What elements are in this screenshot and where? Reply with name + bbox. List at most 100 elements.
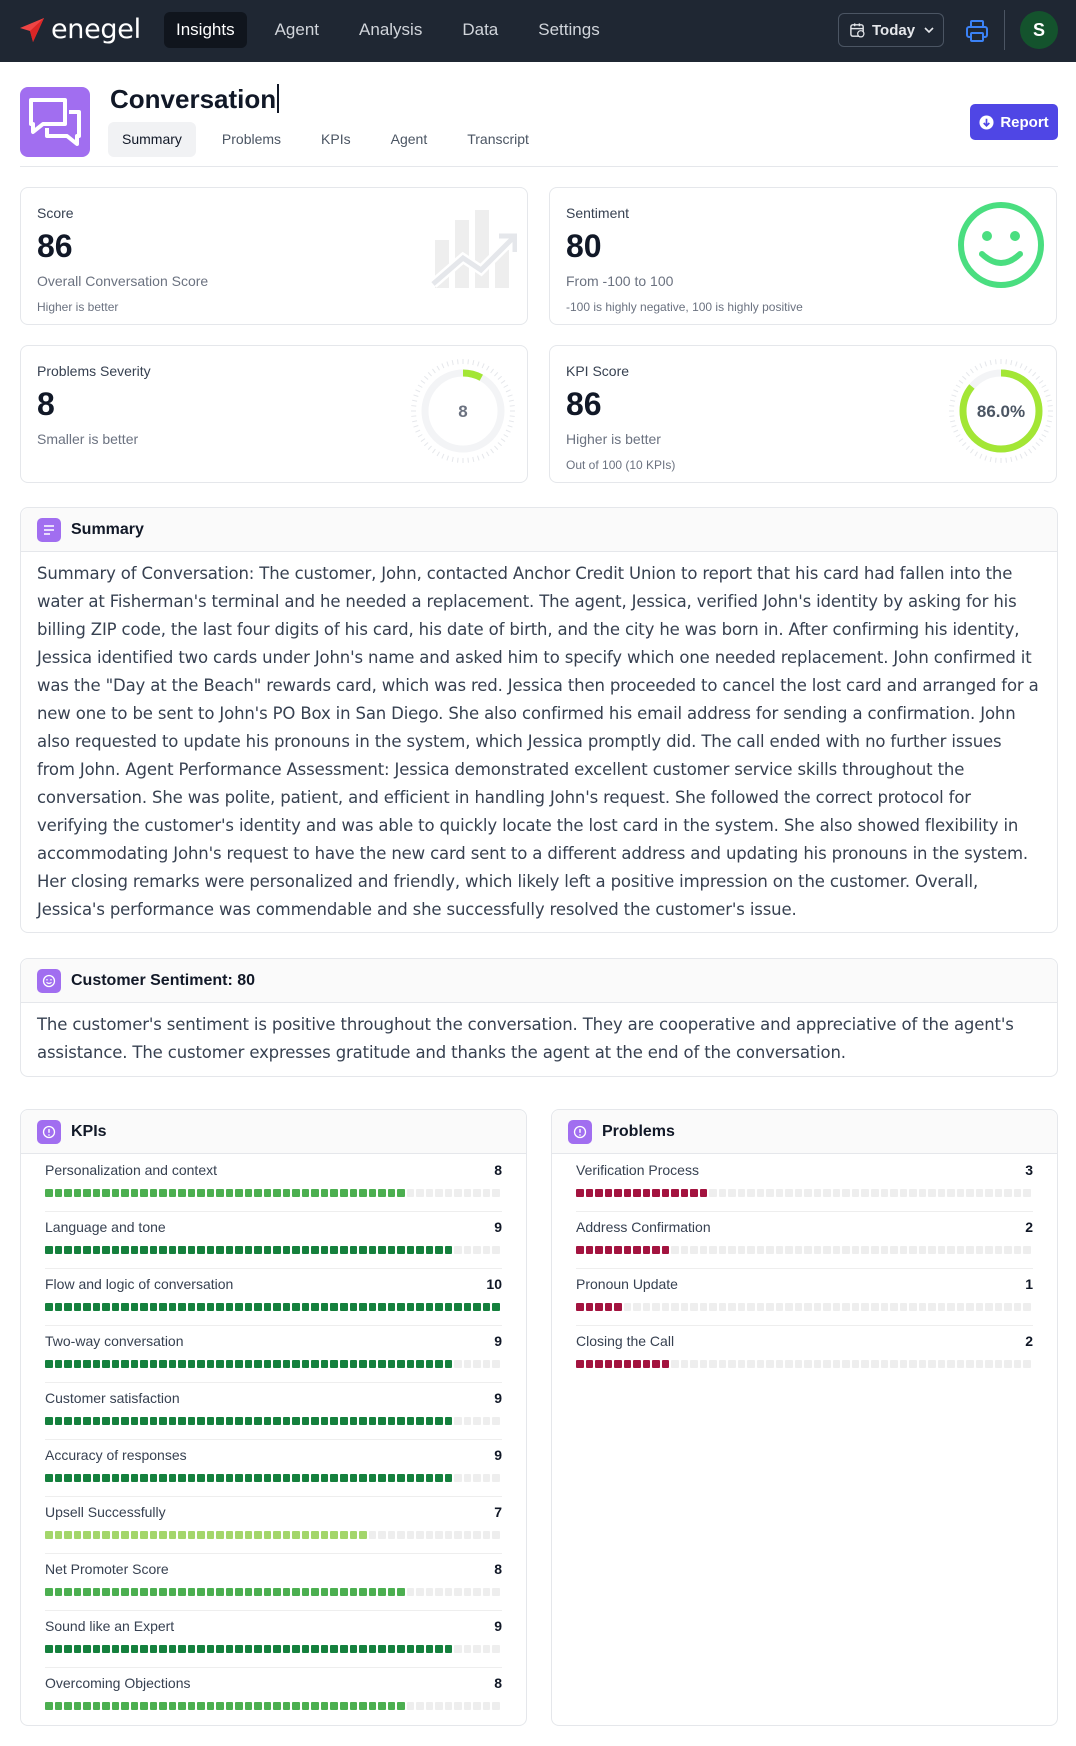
kpi-score-note: Out of 100 (10 KPIs)	[566, 458, 676, 472]
kpi-row: Net Promoter Score 8	[45, 1554, 502, 1611]
row-label: Flow and logic of conversation	[45, 1276, 234, 1292]
tab-summary[interactable]: Summary	[108, 122, 196, 157]
calendar-icon	[850, 22, 865, 38]
score-label: Score	[37, 205, 74, 221]
kpi-list: Personalization and context 8 Language and…	[21, 1154, 526, 1725]
severity-label: Problems Severity	[37, 363, 151, 379]
row-value: 9	[494, 1390, 502, 1406]
severity-value: 8	[37, 386, 55, 422]
score-bar	[576, 1360, 1033, 1368]
customer-sentiment-header: Customer Sentiment: 80	[21, 959, 1057, 1003]
kpi-row: Sound like an Expert 9	[45, 1611, 502, 1668]
top-navbar: enegel Insights Agent Analysis Data Settings…	[0, 0, 1076, 62]
download-circle-icon	[979, 114, 994, 130]
row-label: Sound like an Expert	[45, 1618, 175, 1634]
row-label: Net Promoter Score	[45, 1561, 169, 1577]
problems-header: Problems	[552, 1110, 1057, 1154]
row-label: Personalization and context	[45, 1162, 217, 1178]
customer-sentiment-title: Customer Sentiment: 80	[71, 971, 256, 989]
date-range-dropdown[interactable]: Today	[838, 13, 944, 47]
row-value: 3	[1025, 1162, 1033, 1178]
nav-link-settings[interactable]: Settings	[538, 20, 600, 39]
alert-circle-icon	[37, 1119, 61, 1144]
chevron-down-icon	[924, 27, 934, 34]
problem-row: Address Confirmation 2	[576, 1212, 1033, 1269]
row-value: 7	[494, 1504, 502, 1520]
score-card: Score 86 Overall Conversation Score High…	[20, 187, 528, 325]
nav-link-data[interactable]: Data	[462, 20, 499, 39]
row-value: 8	[494, 1162, 502, 1178]
score-bar	[576, 1246, 1033, 1254]
row-label: Customer satisfaction	[45, 1390, 180, 1406]
score-bar	[45, 1702, 502, 1710]
kpi-row: Two-way conversation 9	[45, 1326, 502, 1383]
score-note: Higher is better	[37, 300, 119, 314]
sentiment-card: Sentiment 80 From -100 to 100 -100 is hi…	[549, 187, 1057, 325]
sentiment-note: -100 is highly negative, 100 is highly p…	[566, 300, 803, 314]
chart-trend-icon	[429, 210, 517, 288]
conversation-icon	[20, 87, 90, 157]
kpis-section: KPIs Personalization and context 8 Languag…	[20, 1109, 527, 1726]
score-bar	[45, 1246, 502, 1254]
report-button-label: Report	[1000, 113, 1049, 131]
score-bar	[45, 1417, 502, 1425]
kpi-gauge: 86.0%	[949, 359, 1053, 463]
gauge-value-text: 86.0%	[977, 402, 1025, 421]
row-value: 9	[494, 1447, 502, 1463]
conversation-tabs: Summary Problems KPIs Agent Transcript	[108, 122, 555, 157]
sentiment-description: From -100 to 100	[566, 273, 674, 289]
row-label: Language and tone	[45, 1219, 166, 1235]
tab-problems[interactable]: Problems	[221, 131, 282, 147]
smiley-icon	[37, 968, 61, 993]
kpis-header: KPIs	[21, 1110, 526, 1154]
logo[interactable]: enegel	[18, 14, 141, 45]
print-icon[interactable]	[964, 18, 990, 44]
tab-transcript[interactable]: Transcript	[467, 131, 529, 147]
customer-sentiment-section: Customer Sentiment: 80 The customer's se…	[20, 958, 1058, 1077]
row-value: 2	[1025, 1219, 1033, 1235]
row-label: Upsell Successfully	[45, 1504, 166, 1520]
row-value: 9	[494, 1219, 502, 1235]
problems-section: Problems Verification Process 3 Address Co…	[551, 1109, 1058, 1726]
report-button[interactable]: Report	[970, 104, 1058, 140]
problem-row: Verification Process 3	[576, 1155, 1033, 1212]
page-title: Conversation	[110, 84, 280, 115]
logo-text: enegel	[51, 14, 141, 45]
gauge-arc	[421, 369, 505, 453]
score-bar	[45, 1588, 502, 1596]
nav-link-agent[interactable]: Agent	[274, 20, 320, 39]
tab-kpis[interactable]: KPIs	[321, 131, 351, 147]
tab-agent[interactable]: Agent	[390, 131, 428, 147]
summary-header: Summary	[21, 508, 1057, 552]
sentiment-value: 80	[566, 228, 602, 264]
kpi-score-description: Higher is better	[566, 431, 661, 447]
summary-text: Summary of Conversation: The customer, J…	[37, 564, 1039, 919]
customer-sentiment-text: The customer's sentiment is positive thr…	[37, 1015, 1014, 1062]
row-value: 9	[494, 1333, 502, 1349]
user-avatar[interactable]: S	[1020, 11, 1058, 49]
nav-link-analysis[interactable]: Analysis	[359, 20, 423, 39]
row-value: 1	[1025, 1276, 1033, 1292]
kpi-score-value: 86	[566, 386, 602, 422]
kpi-score-card: KPI Score 86 Higher is better Out of 100…	[549, 345, 1057, 483]
row-label: Two-way conversation	[45, 1333, 184, 1349]
row-label: Verification Process	[576, 1162, 699, 1178]
date-range-label: Today	[872, 21, 916, 39]
problems-title: Problems	[602, 1122, 675, 1140]
paper-plane-icon	[20, 17, 44, 42]
problem-list: Verification Process 3 Address Confirmatio…	[552, 1154, 1057, 1383]
kpi-row: Flow and logic of conversation 10	[45, 1269, 502, 1326]
problems-severity-card: Problems Severity 8 Smaller is better 8	[20, 345, 528, 483]
score-bar	[45, 1531, 502, 1539]
score-bar	[45, 1189, 502, 1197]
summary-section: Summary Summary of Conversation: The cus…	[20, 507, 1058, 933]
sentiment-label: Sentiment	[566, 205, 630, 221]
score-bar	[576, 1303, 1033, 1311]
nav-link-insights[interactable]: Insights	[164, 12, 247, 48]
kpi-row: Upsell Successfully 7	[45, 1497, 502, 1554]
row-label: Overcoming Objections	[45, 1675, 191, 1691]
score-bar	[45, 1303, 502, 1311]
kpis-title: KPIs	[71, 1122, 107, 1140]
score-value: 86	[37, 228, 73, 264]
text-lines-icon	[37, 517, 61, 542]
